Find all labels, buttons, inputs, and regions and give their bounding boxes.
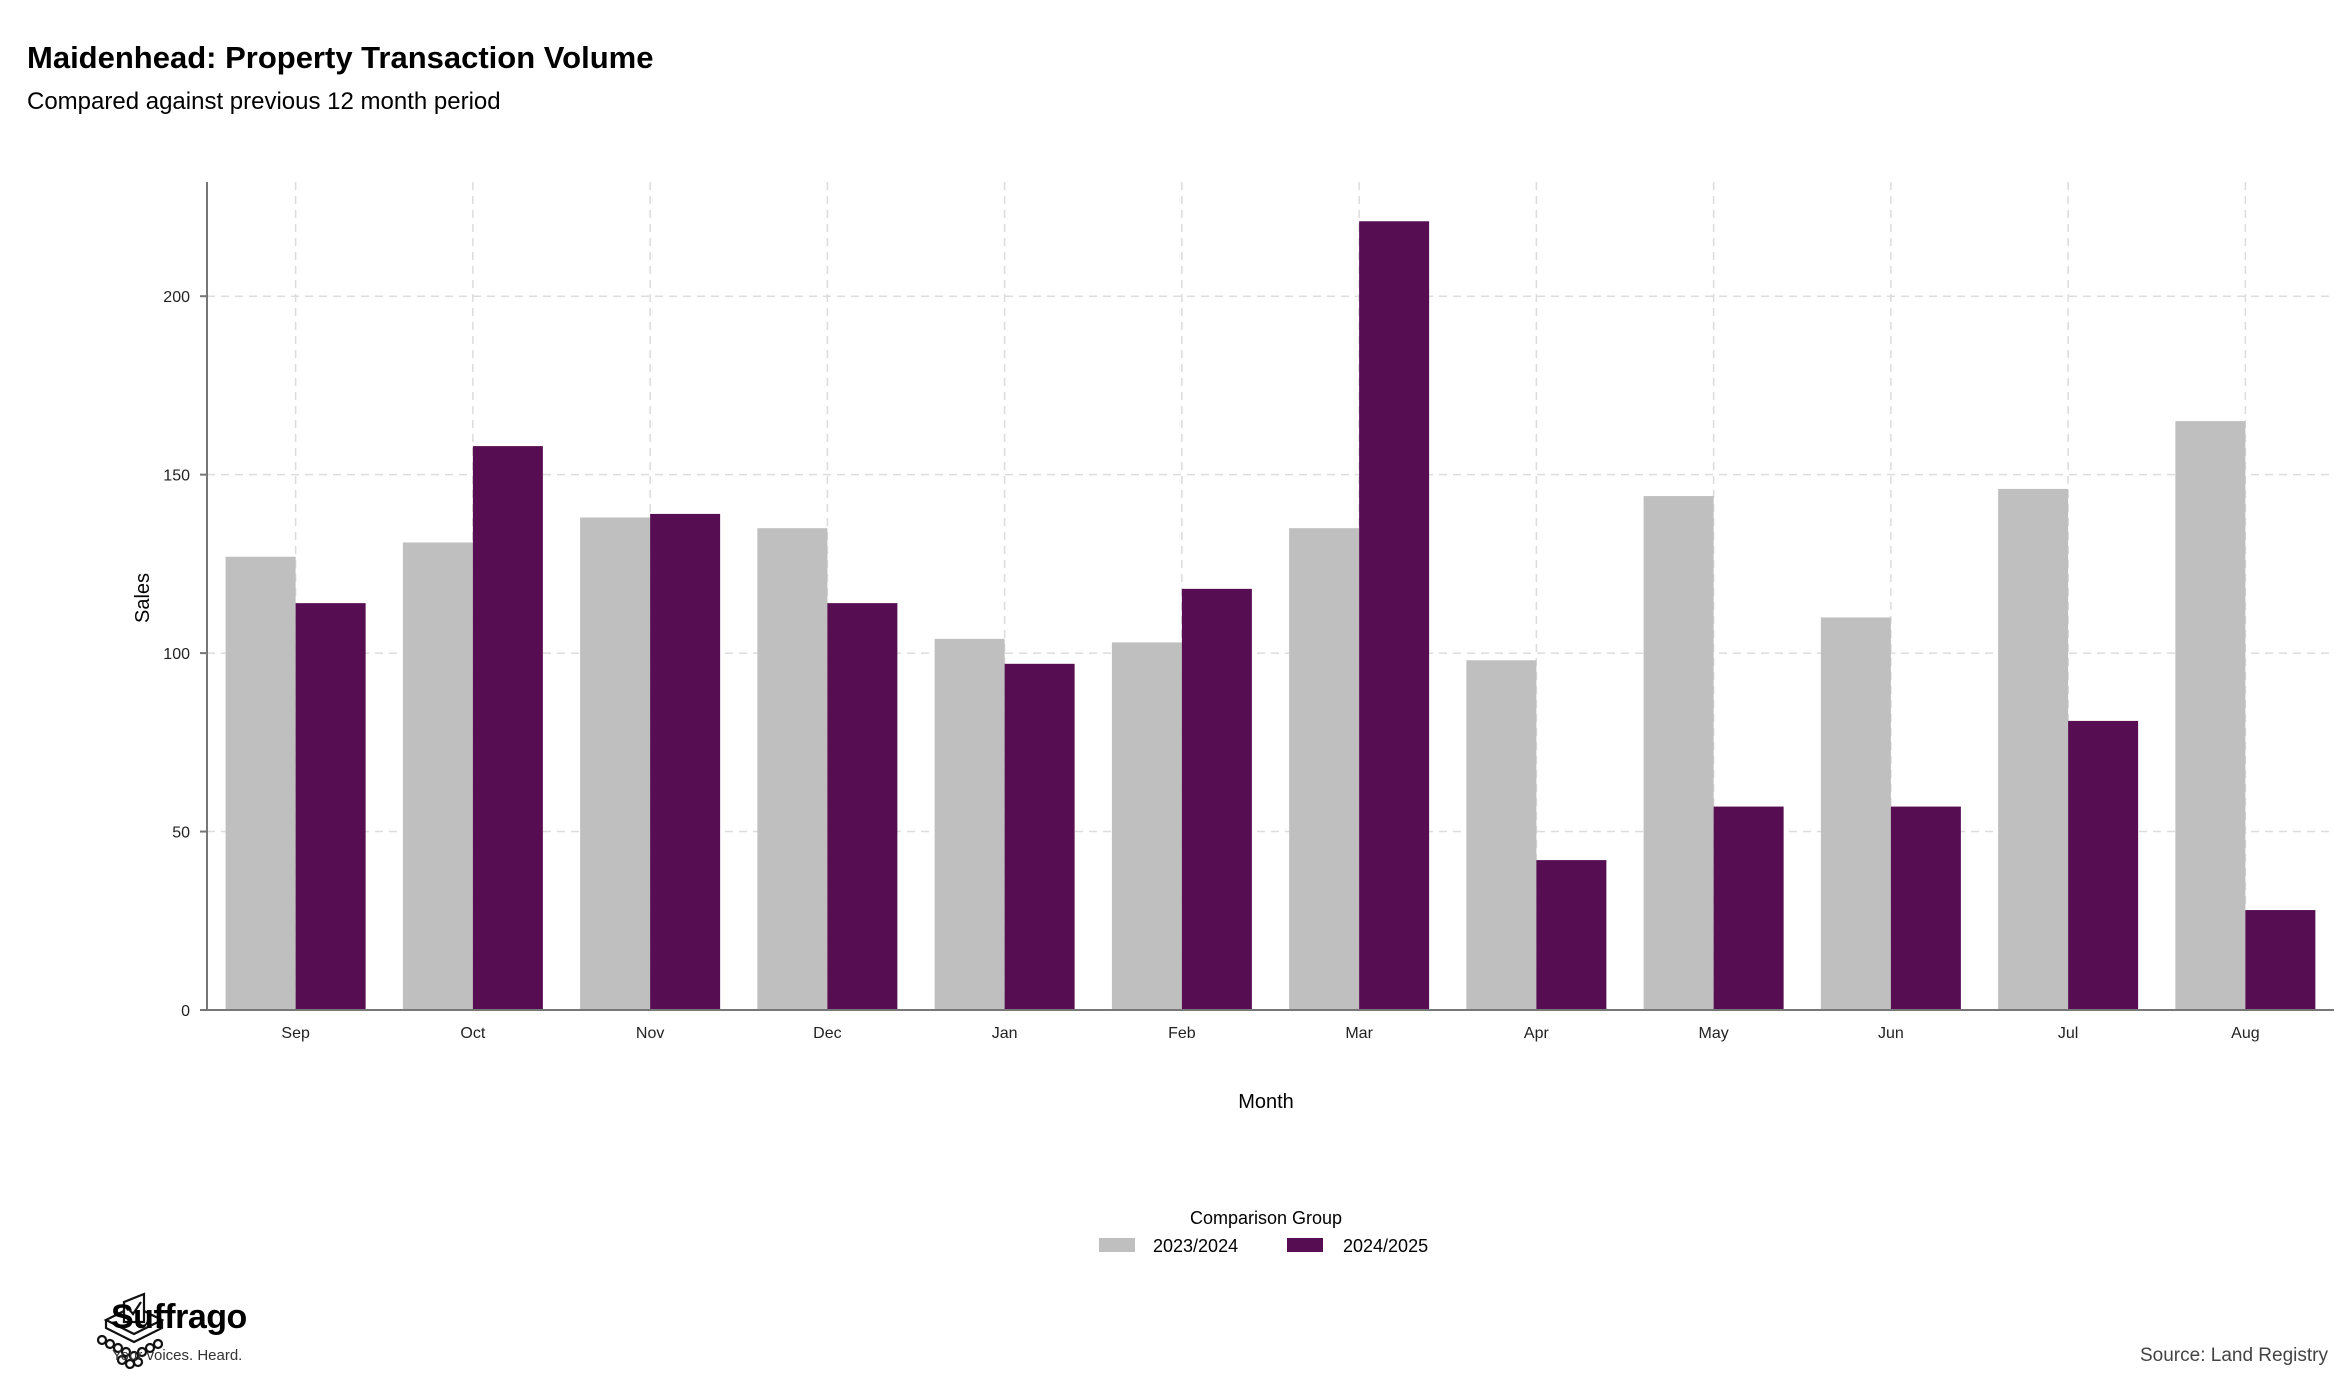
- bars: [225, 221, 2316, 1011]
- bar-jan-2023-2024: [934, 638, 1005, 1010]
- x-tick-label: Jan: [992, 1025, 1018, 1042]
- y-tick-label: 0: [181, 1003, 190, 1020]
- bar-mar-2023-2024: [1289, 528, 1360, 1010]
- legend-label-2024-2025: 2024/2025: [1343, 1236, 1428, 1256]
- source-note: Source: Land Registry: [2140, 1345, 2328, 1366]
- bar-feb-2024-2025: [1181, 588, 1252, 1010]
- bar-feb-2023-2024: [1111, 642, 1182, 1010]
- y-tick-label: 200: [163, 289, 190, 306]
- y-tick-label: 50: [172, 825, 190, 842]
- x-tick-label: Sep: [281, 1025, 310, 1042]
- bar-mar-2024-2025: [1359, 221, 1430, 1011]
- legend: Comparison Group 2023/2024 2024/2025: [1099, 1208, 1428, 1256]
- x-tick-label: Aug: [2231, 1025, 2259, 1042]
- legend-swatch-2024-2025: [1287, 1238, 1323, 1252]
- x-tick-label: Jun: [1878, 1025, 1904, 1042]
- y-tick-label: 150: [163, 468, 190, 485]
- bar-dec-2024-2025: [827, 603, 898, 1010]
- bar-nov-2023-2024: [580, 517, 651, 1010]
- bar-apr-2023-2024: [1466, 660, 1537, 1010]
- bar-jun-2023-2024: [1820, 617, 1891, 1010]
- bar-apr-2024-2025: [1536, 860, 1607, 1010]
- x-tick-label: Feb: [1168, 1025, 1196, 1042]
- x-tick-label: Nov: [636, 1025, 664, 1042]
- brand-tagline: Your voices. Heard.: [112, 1347, 243, 1364]
- bar-may-2024-2025: [1713, 806, 1784, 1010]
- bar-jan-2024-2025: [1004, 663, 1075, 1010]
- bar-jul-2023-2024: [1998, 488, 2069, 1010]
- x-tick-label: Oct: [460, 1025, 485, 1042]
- legend-title: Comparison Group: [1190, 1208, 1342, 1228]
- y-tick-labels: 0 50 100 150 200: [163, 289, 190, 1020]
- legend-swatch-2023-2024: [1099, 1238, 1135, 1252]
- bar-sep-2024-2025: [295, 603, 366, 1010]
- y-tick-label: 100: [163, 646, 190, 663]
- bar-sep-2023-2024: [225, 556, 296, 1010]
- bar-dec-2023-2024: [757, 528, 828, 1010]
- bar-oct-2023-2024: [402, 542, 473, 1010]
- chart-subtitle: Compared against previous 12 month perio…: [27, 88, 501, 115]
- x-axis-title: Month: [1238, 1091, 1294, 1113]
- x-tick-label: Dec: [813, 1025, 841, 1042]
- suffrago-logo-icon: [96, 1292, 165, 1370]
- y-axis-title: Sales: [132, 573, 154, 623]
- chart-title: Maidenhead: Property Transaction Volume: [27, 40, 654, 75]
- axes: [200, 182, 2334, 1011]
- legend-label-2023-2024: 2023/2024: [1153, 1236, 1238, 1256]
- x-tick-label: Jul: [2058, 1025, 2078, 1042]
- bar-aug-2023-2024: [2175, 421, 2246, 1010]
- x-tick-label: Mar: [1345, 1025, 1373, 1042]
- bar-aug-2024-2025: [2245, 910, 2316, 1010]
- brand-name: Suffrago: [111, 1298, 247, 1336]
- bar-may-2023-2024: [1643, 496, 1714, 1010]
- bar-jul-2024-2025: [2068, 720, 2139, 1010]
- x-tick-labels: Sep Oct Nov Dec Jan Feb Mar Apr May Jun Jul Aug: [281, 1025, 2259, 1042]
- bar-chart: 0 50 100 150 200 Sep Oct Nov Dec Jan Feb Mar Apr May…: [132, 182, 2334, 1256]
- bar-oct-2024-2025: [472, 446, 543, 1010]
- bar-nov-2024-2025: [650, 513, 721, 1010]
- x-tick-label: May: [1699, 1025, 1729, 1042]
- x-tick-label: Apr: [1524, 1025, 1550, 1042]
- bar-jun-2024-2025: [1890, 806, 1961, 1010]
